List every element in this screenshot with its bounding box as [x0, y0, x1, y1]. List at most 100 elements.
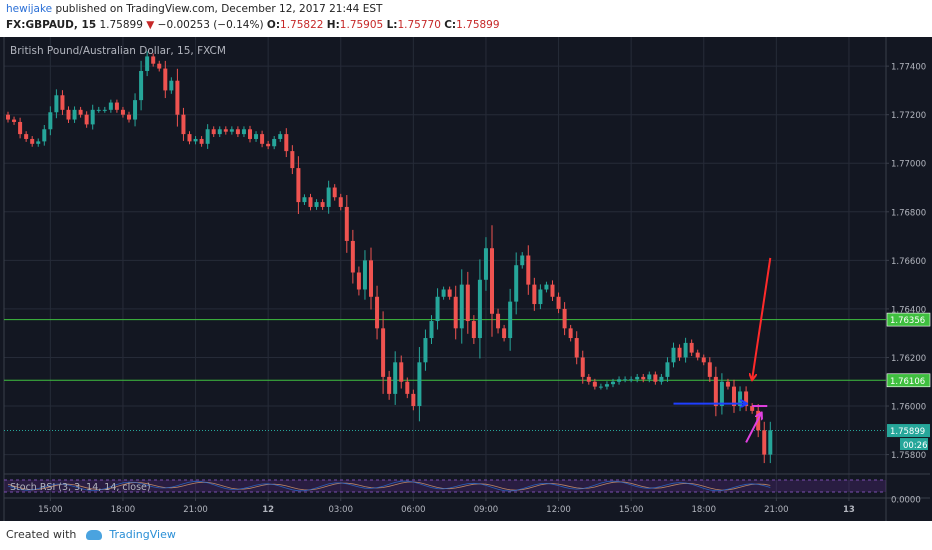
candle-body [653, 374, 658, 382]
published-text: published on TradingView.com, December 1… [55, 3, 383, 15]
y-tick-label: 1.76600 [891, 257, 926, 267]
candle-body [562, 308, 567, 329]
candle-body [248, 129, 252, 139]
open-label: O: [266, 19, 281, 31]
low-value: 1.75770 [397, 19, 441, 31]
candle-body [30, 138, 35, 144]
candle-body [290, 151, 295, 169]
candle-body [586, 376, 591, 382]
candle-body [96, 109, 101, 111]
candle-body [526, 255, 531, 285]
candle-body [435, 296, 440, 322]
candle-body [114, 102, 119, 110]
candle-body [344, 206, 349, 241]
candle-body [490, 248, 494, 314]
candle-body [102, 109, 107, 111]
candle-body [744, 391, 749, 407]
candle-body [24, 134, 29, 139]
high-label: H: [326, 19, 340, 31]
candle-body [120, 109, 125, 115]
candle-body [580, 357, 585, 377]
candle-body [405, 381, 410, 394]
level-price-tag [886, 373, 931, 388]
y-tick-label: 1.76400 [891, 305, 926, 315]
candle-body [629, 379, 634, 381]
candle-body [514, 265, 519, 302]
candle-body [447, 289, 452, 297]
y-tick-label: 1.76800 [891, 208, 926, 218]
candle-body [193, 138, 198, 142]
symbol-label: FX:GBPAUD, 15 [6, 19, 97, 31]
level-price-label: 1.75899 [890, 427, 925, 437]
stoch-k-line [7, 480, 771, 492]
stoch-band [4, 480, 886, 492]
candle-body [254, 134, 259, 139]
candle-body [175, 80, 180, 115]
level-price-label: 1.76106 [890, 377, 925, 387]
candle-body [78, 109, 83, 115]
candle-body [72, 109, 77, 120]
candle-body [520, 255, 525, 266]
indicator-y-tick-label: 0.0000 [891, 496, 921, 506]
candle-body [701, 357, 706, 363]
candle-body [732, 386, 736, 407]
price-chart[interactable]: British Pound/Australian Dollar, 15, FXC… [0, 37, 932, 521]
candle-body [441, 289, 446, 297]
candle-body [465, 284, 470, 322]
candle-body [326, 187, 331, 207]
candle-body [568, 328, 573, 339]
y-tick-label: 1.77200 [891, 111, 926, 121]
candle-body [266, 143, 271, 147]
candle-body [260, 134, 265, 144]
candle-body [604, 384, 609, 387]
countdown-label: 00:26 [903, 441, 928, 451]
candle-body [762, 430, 767, 455]
candle-body [211, 129, 216, 135]
annotation-arrow [752, 257, 772, 379]
x-tick-label: 15:00 [38, 505, 63, 515]
candle-body [453, 296, 458, 329]
candle-body [719, 381, 724, 407]
candle-body [429, 321, 434, 339]
candle-body [151, 56, 156, 64]
level-price-label: 1.76356 [890, 316, 925, 326]
y-tick-label: 1.77400 [891, 63, 926, 73]
candle-body [314, 202, 319, 207]
level-price-tag [887, 424, 930, 438]
candle-body [157, 63, 162, 69]
candle-body [550, 284, 555, 297]
candle-body [54, 95, 59, 113]
x-tick-label: 18:00 [111, 505, 136, 515]
candle-body [18, 121, 23, 135]
candle-body [617, 379, 622, 382]
y-tick-label: 1.75800 [891, 451, 926, 461]
candle-body [671, 347, 676, 363]
candle-body [187, 134, 192, 142]
x-tick-label: 13 [843, 505, 855, 515]
candle-body [12, 119, 17, 122]
candle-body [127, 114, 131, 120]
candle-body [302, 197, 307, 203]
candle-body [235, 129, 240, 135]
candle-body [217, 129, 222, 135]
x-tick-label: 09:00 [474, 505, 499, 515]
x-tick-label: 21:00 [764, 505, 789, 515]
author-link[interactable]: hewijake [6, 3, 53, 15]
y-tick-label: 1.77000 [891, 160, 926, 170]
candle-body [42, 129, 47, 142]
candle-body [707, 362, 712, 377]
tradingview-brand-link[interactable]: TradingView [109, 528, 176, 541]
annotation-arrow [745, 413, 761, 443]
candle-body [623, 379, 628, 381]
candle-body [768, 430, 773, 455]
candle-body [695, 352, 700, 358]
candle-body [598, 386, 603, 388]
candle-body [272, 138, 277, 147]
candle-body [592, 381, 597, 387]
candle-body [725, 381, 730, 387]
y-tick-label: 1.76000 [891, 403, 926, 413]
candle-body [205, 129, 210, 144]
tradingview-logo-icon [86, 529, 103, 540]
candle-body [459, 284, 464, 329]
countdown-tag [900, 438, 928, 451]
